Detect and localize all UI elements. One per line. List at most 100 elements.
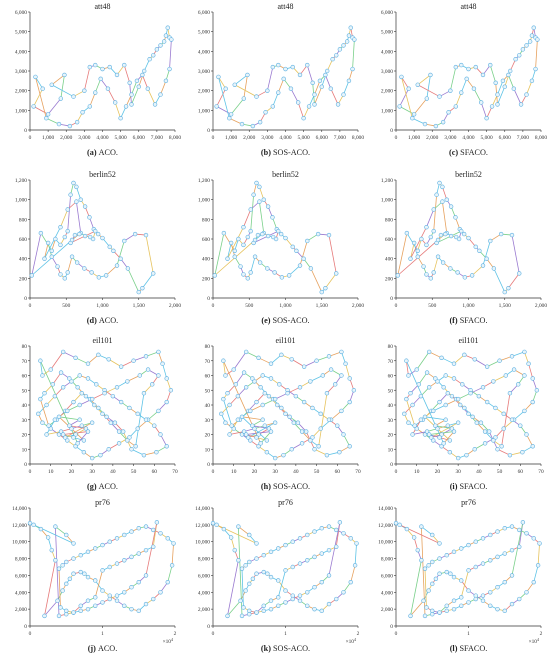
city-point [147, 56, 152, 62]
city-point [71, 556, 76, 561]
x-tick-label: 0 [395, 469, 398, 475]
y-tick-label: 5,000 [198, 30, 210, 36]
city-point [114, 593, 120, 598]
x-tick-label: 30 [455, 469, 461, 475]
city-point [71, 435, 76, 440]
city-point [341, 92, 346, 97]
city-point [143, 524, 149, 529]
chart-title: eil101 [93, 336, 113, 345]
city-point [266, 426, 272, 431]
city-point [46, 423, 51, 428]
tour-edge [46, 431, 62, 435]
x-tick-label: 6,000 [133, 135, 145, 141]
city-point [415, 254, 420, 259]
city-point [473, 564, 478, 570]
city-point [470, 414, 475, 420]
tour-edge [247, 422, 276, 438]
city-point [339, 408, 344, 414]
city-point [502, 551, 507, 556]
city-point [127, 435, 132, 440]
subfigure-caption: (h) SOS-ACO. [261, 482, 310, 491]
city-point [507, 452, 513, 458]
tour-edge [288, 265, 301, 276]
tour-edge [270, 354, 282, 365]
city-point [134, 78, 140, 84]
tour-edge [410, 600, 424, 617]
city-point [501, 426, 506, 431]
city-point [45, 240, 51, 246]
x-tick-label: 3,000 [261, 135, 273, 141]
city-point [506, 285, 511, 291]
city-point [145, 86, 151, 91]
y-tick-label: 5,000 [15, 30, 27, 36]
city-point [118, 399, 124, 405]
city-point [411, 240, 417, 246]
city-point [143, 354, 149, 359]
city-point [433, 376, 438, 381]
subfigure-caption: (g) ACO. [87, 482, 118, 491]
y-tick-label: 10,000 [378, 540, 393, 546]
city-point [424, 605, 429, 610]
city-point [93, 603, 98, 608]
city-point [495, 447, 500, 452]
city-point [223, 420, 228, 425]
city-point [524, 43, 529, 48]
city-point [75, 441, 80, 446]
y-tick-label: 1,000 [15, 108, 27, 114]
city-point [257, 119, 263, 125]
tour-edge [343, 434, 351, 447]
city-point [459, 90, 464, 95]
city-point [118, 364, 124, 369]
city-point [248, 270, 253, 275]
tour-edge [474, 358, 488, 368]
city-point [343, 361, 348, 366]
chart-title: berlin52 [455, 170, 482, 179]
city-point [52, 393, 58, 399]
x-tick-label: 500 [245, 303, 253, 309]
tour-edge [486, 360, 500, 368]
panel-12: pr76 0 1 2×104 0 2,000 4,000 6,000 8,000 10,000 12… [378, 498, 542, 653]
tour-edge [328, 521, 341, 576]
y-tick-label: 1,000 [381, 108, 393, 114]
city-point [254, 180, 259, 186]
caption-label: (h) [261, 482, 273, 491]
city-point [160, 361, 165, 366]
city-point [65, 207, 70, 212]
city-point [431, 207, 436, 212]
city-point [441, 441, 446, 446]
city-point [459, 603, 464, 608]
city-point [53, 524, 58, 529]
city-point [135, 411, 140, 417]
tour-edge [511, 234, 520, 274]
city-point [488, 532, 493, 538]
city-point [245, 234, 251, 240]
city-point [241, 272, 246, 277]
city-point [480, 385, 486, 390]
tour-edge [428, 351, 442, 359]
tour-edge [241, 568, 244, 608]
x-tick-label: 5,000 [481, 135, 493, 141]
tour-edge [58, 568, 61, 608]
city-point [105, 86, 111, 91]
y-tick-label: 10 [388, 447, 394, 453]
city-point [53, 236, 58, 242]
city-point [435, 237, 441, 243]
city-point [430, 611, 435, 617]
city-point [308, 266, 314, 271]
y-tick-label: 6,000 [381, 573, 393, 579]
tour-edge [513, 410, 525, 421]
tour-edge [290, 88, 299, 103]
city-point [448, 88, 453, 93]
city-point [397, 522, 402, 528]
y-tick-label: 1,000 [198, 108, 210, 114]
city-point [279, 405, 284, 411]
city-point [289, 357, 294, 362]
city-point [248, 228, 253, 234]
city-point [414, 367, 419, 372]
city-point [319, 84, 324, 89]
tour-edge [507, 74, 515, 90]
city-point [339, 373, 344, 378]
x-tick-label: 1,000 [279, 303, 291, 309]
city-point [534, 388, 540, 393]
city-point [165, 25, 170, 30]
